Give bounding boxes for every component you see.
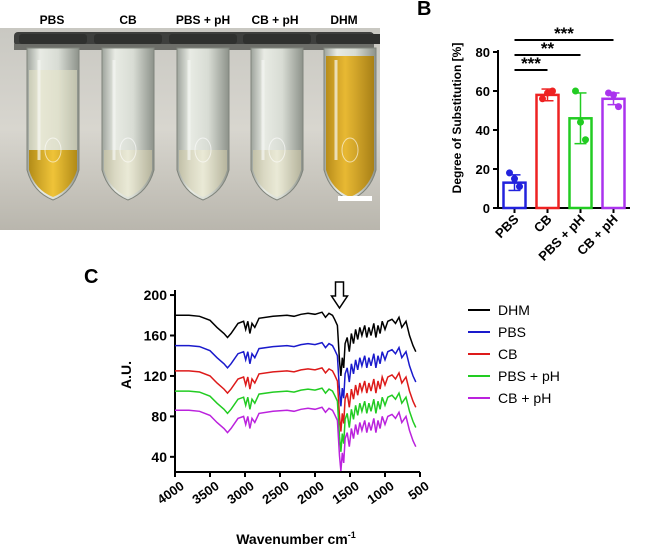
spectrum-line [175,387,417,452]
x-tick-label: 3500 [189,478,221,507]
data-point [539,95,546,103]
arrow-icon [330,281,349,310]
x-tick-label: 4000 [154,478,186,507]
scale-bar [338,196,372,201]
legend-label: PBS + pH [498,368,560,384]
significance-label: *** [554,24,574,43]
ftir-chart: 40 80 120 160 200 4000 3500 3000 2500 2000 1500 100… [118,281,560,547]
data-point [610,91,617,99]
bar-chart-y-label: Degree of Substitution [%] [450,43,464,194]
tube [19,34,87,201]
x-tick-label: PBS [492,211,522,241]
x-tick-label: 1000 [364,478,396,507]
tube [316,34,380,201]
significance-label: *** [521,54,541,73]
tube [94,34,162,201]
x-tick-label: CB [531,212,555,236]
tube-label-dhm: DHM [330,13,358,27]
y-tick-label: 0 [483,201,490,216]
y-tick-label: 20 [476,162,490,177]
tube [243,34,311,201]
legend-label: CB [498,346,517,362]
spectrum-line [175,311,417,376]
tube-label-cb: CB [119,13,137,27]
data-point [572,87,579,95]
x-tick-label: 1500 [329,478,361,507]
y-tick-label: 200 [144,287,168,303]
data-point [516,183,523,191]
bar [535,93,560,210]
ftir-y-label: A.U. [118,361,134,389]
ftir-x-label: Wavenumber cm-1 [236,530,356,547]
x-tick-label: 500 [405,478,431,503]
legend-label: CB + pH [498,390,551,406]
tube [169,34,237,201]
tubes-photo [0,0,380,230]
y-tick-label: 40 [151,449,167,465]
x-tick-label: 2000 [294,478,326,507]
y-tick-label: 160 [144,328,168,344]
y-tick-label: 60 [476,84,490,99]
data-point [582,136,589,144]
significance-label: ** [541,39,555,58]
data-point [615,103,622,111]
data-point [506,169,513,177]
x-tick-label: 2500 [259,478,291,507]
x-tick-label: 3000 [224,478,256,507]
legend-label: DHM [498,302,530,318]
y-tick-label: 40 [476,123,490,138]
y-tick-label: 80 [151,408,167,424]
spectrum-line [175,406,417,472]
spectrum-line [175,341,417,407]
y-tick-label: 120 [144,368,168,384]
panel-label-b: B [417,0,432,20]
y-tick-label: 80 [476,45,490,60]
tube-label-cb-ph: CB + pH [251,13,299,27]
spectrum-line [175,367,417,432]
data-point [511,175,518,183]
tube-label-pbs: PBS [39,13,65,27]
legend-label: PBS [498,324,526,340]
data-point [577,118,584,126]
bar [601,97,626,210]
data-point [544,89,551,97]
panel-label-c: C [84,266,99,288]
tube-label-pbs-ph: PBS + pH [175,13,231,27]
